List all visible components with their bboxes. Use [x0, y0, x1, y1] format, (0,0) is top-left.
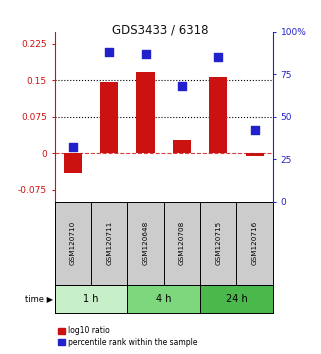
Point	[179, 83, 185, 89]
Text: GDS3433 / 6318: GDS3433 / 6318	[112, 23, 209, 36]
Bar	[209, 77, 227, 153]
Text: GSM120711: GSM120711	[106, 221, 112, 265]
Text: 1 h: 1 h	[83, 294, 99, 304]
Text: GSM120710: GSM120710	[70, 221, 76, 265]
Bar	[64, 153, 82, 172]
Point	[107, 50, 112, 55]
Text: time ▶: time ▶	[25, 294, 53, 303]
Point	[252, 127, 257, 133]
Bar	[200, 285, 273, 313]
Text: GSM120715: GSM120715	[215, 221, 221, 265]
Point	[216, 55, 221, 60]
Text: GSM120716: GSM120716	[252, 221, 258, 265]
Bar	[173, 139, 191, 153]
Legend: log10 ratio, percentile rank within the sample: log10 ratio, percentile rank within the …	[58, 326, 197, 347]
Bar	[127, 285, 200, 313]
Text: GSM120648: GSM120648	[143, 221, 149, 265]
Bar	[100, 82, 118, 153]
Bar	[246, 153, 264, 155]
Point	[143, 51, 148, 57]
Text: GSM120708: GSM120708	[179, 221, 185, 265]
Bar	[55, 285, 127, 313]
Point	[70, 144, 75, 150]
Text: 24 h: 24 h	[226, 294, 247, 304]
Text: 4 h: 4 h	[156, 294, 171, 304]
Bar	[136, 72, 155, 153]
